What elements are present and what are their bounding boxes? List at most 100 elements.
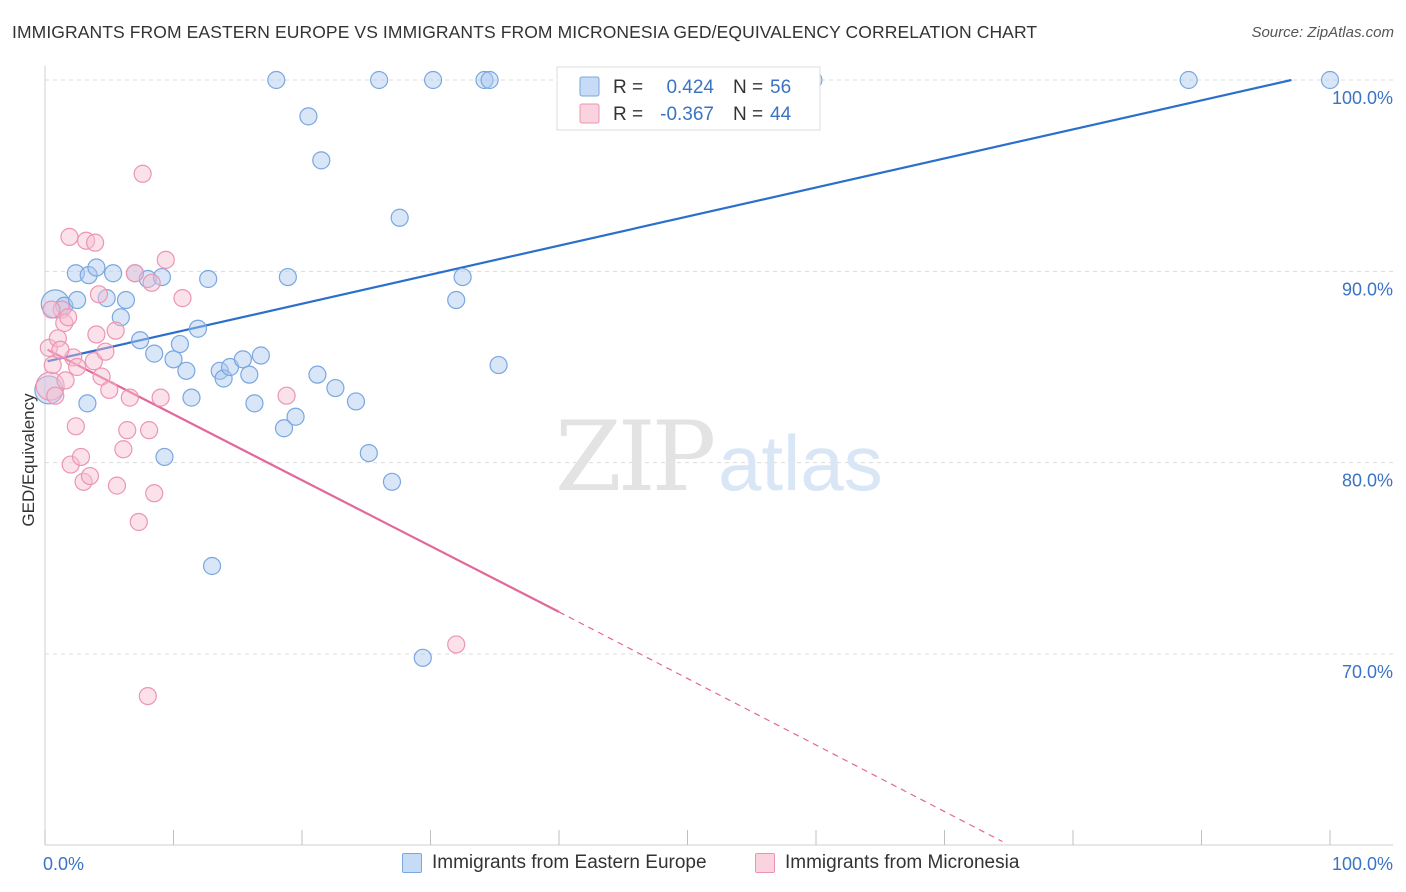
point-micronesia[interactable] xyxy=(48,329,67,348)
point-micronesia[interactable] xyxy=(129,512,148,532)
point-micronesia[interactable] xyxy=(89,285,109,304)
point-eastern-europe[interactable] xyxy=(233,350,252,369)
point-eastern-europe[interactable] xyxy=(130,331,150,350)
point-micronesia[interactable] xyxy=(133,164,152,183)
point-micronesia[interactable] xyxy=(277,386,296,405)
point-eastern-europe[interactable] xyxy=(78,394,97,413)
point-eastern-europe[interactable] xyxy=(299,107,318,126)
legend-r-label: R = xyxy=(613,104,643,125)
point-micronesia[interactable] xyxy=(118,421,137,440)
point-eastern-europe[interactable] xyxy=(312,151,331,170)
point-micronesia[interactable] xyxy=(151,388,170,407)
point-micronesia[interactable] xyxy=(42,300,61,319)
point-eastern-europe[interactable] xyxy=(423,70,443,90)
point-eastern-europe[interactable] xyxy=(104,264,123,283)
point-micronesia[interactable] xyxy=(100,380,119,400)
point-micronesia[interactable] xyxy=(156,250,175,269)
legend-swatch-blue xyxy=(579,76,600,97)
point-micronesia[interactable] xyxy=(56,371,75,390)
trend-line-extension-pink xyxy=(558,611,1003,843)
point-eastern-europe[interactable] xyxy=(182,388,201,407)
point-eastern-europe[interactable] xyxy=(286,407,305,426)
point-micronesia[interactable] xyxy=(46,386,65,405)
point-eastern-europe[interactable] xyxy=(199,269,218,289)
tick-labels: 100.0% 90.0% 80.0% 70.0% 0.0% 100.0% xyxy=(43,88,1393,874)
legend-item-micronesia[interactable]: Immigrants from Micronesia xyxy=(755,852,1019,874)
legend-item-eastern-europe[interactable]: Immigrants from Eastern Europe xyxy=(402,852,707,874)
point-eastern-europe[interactable] xyxy=(267,70,286,90)
point-eastern-europe[interactable] xyxy=(346,392,366,411)
point-micronesia[interactable] xyxy=(80,466,100,486)
point-micronesia[interactable] xyxy=(43,355,62,375)
point-eastern-europe[interactable] xyxy=(278,267,297,287)
point-micronesia[interactable] xyxy=(106,321,125,340)
point-micronesia[interactable] xyxy=(68,357,87,377)
point-micronesia[interactable] xyxy=(125,264,145,283)
point-micronesia[interactable] xyxy=(107,476,127,495)
point-micronesia[interactable] xyxy=(87,325,106,344)
point-eastern-europe[interactable] xyxy=(87,258,106,277)
legend-label: Immigrants from Micronesia xyxy=(785,852,1020,873)
point-eastern-europe[interactable] xyxy=(214,369,233,388)
point-eastern-europe[interactable] xyxy=(251,346,270,365)
legend-n-label: N = xyxy=(733,77,763,98)
point-micronesia[interactable] xyxy=(71,447,91,467)
point-micronesia[interactable] xyxy=(96,342,115,361)
point-eastern-europe[interactable] xyxy=(116,290,136,310)
point-eastern-europe[interactable] xyxy=(382,472,402,491)
point-micronesia[interactable] xyxy=(59,308,78,327)
chart-title: IMMIGRANTS FROM EASTERN EUROPE VS IMMIGR… xyxy=(12,22,1038,42)
point-micronesia[interactable] xyxy=(51,340,70,359)
point-eastern-europe[interactable] xyxy=(202,556,222,576)
point-eastern-europe[interactable] xyxy=(177,361,196,380)
point-micronesia[interactable] xyxy=(139,421,159,440)
point-eastern-europe[interactable] xyxy=(152,267,172,287)
watermark-zip: ZIP xyxy=(555,401,714,513)
watermark: ZIP atlas xyxy=(555,401,883,513)
point-eastern-europe[interactable] xyxy=(489,355,508,375)
point-eastern-europe[interactable] xyxy=(413,648,432,667)
point-eastern-europe[interactable] xyxy=(390,208,409,227)
point-micronesia[interactable] xyxy=(114,440,133,459)
point-eastern-europe[interactable] xyxy=(308,365,327,384)
point-micronesia[interactable] xyxy=(92,367,111,386)
point-eastern-europe[interactable] xyxy=(68,290,87,310)
point-micronesia[interactable] xyxy=(138,686,157,706)
point-eastern-europe[interactable] xyxy=(480,70,499,90)
point-eastern-europe[interactable] xyxy=(274,419,294,438)
point-eastern-europe[interactable] xyxy=(164,350,183,369)
point-micronesia[interactable] xyxy=(61,455,80,474)
point-eastern-europe[interactable] xyxy=(155,447,174,467)
point-micronesia[interactable] xyxy=(120,388,139,407)
point-eastern-europe[interactable] xyxy=(359,444,378,463)
watermark-atlas: atlas xyxy=(718,419,883,507)
point-eastern-europe[interactable] xyxy=(447,290,466,310)
y-tick-label: 90.0% xyxy=(1342,279,1393,299)
point-eastern-europe[interactable] xyxy=(79,266,98,285)
point-eastern-europe[interactable] xyxy=(453,267,472,287)
point-micronesia[interactable] xyxy=(142,273,161,292)
legend-r-label: R = xyxy=(613,77,643,98)
point-eastern-europe[interactable] xyxy=(245,394,264,413)
point-eastern-europe[interactable] xyxy=(188,319,208,338)
point-micronesia[interactable] xyxy=(66,417,85,436)
point-micronesia[interactable] xyxy=(173,289,192,308)
point-micronesia[interactable] xyxy=(447,635,466,654)
point-eastern-europe[interactable] xyxy=(145,344,164,363)
point-eastern-europe[interactable] xyxy=(1320,70,1340,90)
data-points xyxy=(34,70,1340,706)
point-eastern-europe[interactable] xyxy=(326,378,345,398)
point-micronesia[interactable] xyxy=(77,231,96,250)
trend-line-blue xyxy=(47,78,1292,363)
trend-line-pink xyxy=(47,348,560,613)
point-eastern-europe[interactable] xyxy=(170,334,190,354)
point-eastern-europe[interactable] xyxy=(240,365,259,384)
x-tick-label: 0.0% xyxy=(43,854,84,874)
point-eastern-europe[interactable] xyxy=(370,70,389,90)
point-eastern-europe[interactable] xyxy=(111,308,130,327)
point-eastern-europe[interactable] xyxy=(1179,70,1198,90)
point-micronesia[interactable] xyxy=(145,484,164,503)
point-micronesia[interactable] xyxy=(60,227,79,246)
point-eastern-europe[interactable] xyxy=(475,70,494,90)
point-micronesia[interactable] xyxy=(86,233,105,252)
